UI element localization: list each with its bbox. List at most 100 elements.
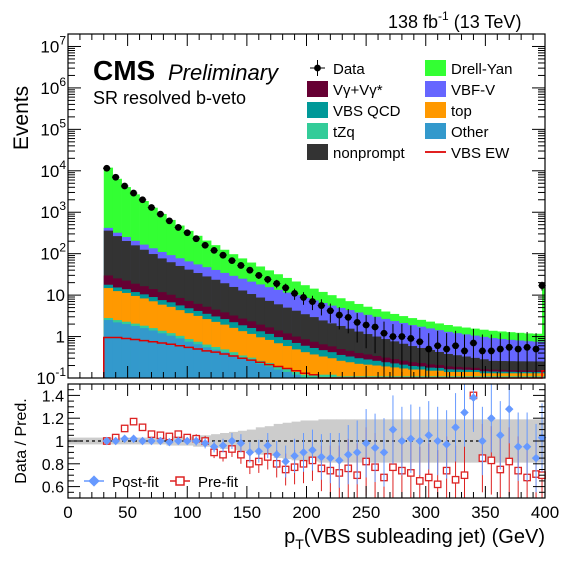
y-tick-label: 1 xyxy=(56,328,65,347)
stack-bar xyxy=(354,363,364,378)
postfit-point-marker xyxy=(415,436,425,446)
stack-bar xyxy=(336,360,346,378)
legend-swatch xyxy=(425,60,446,76)
postfit-point-marker xyxy=(326,453,335,463)
postfit-point xyxy=(281,445,290,478)
x-tick-label: 400 xyxy=(531,503,559,522)
data-point xyxy=(487,334,496,378)
stack-other xyxy=(103,320,301,378)
ratio-y-tick-label: 1 xyxy=(55,434,64,451)
stack-bar xyxy=(309,354,319,378)
data-marker xyxy=(318,302,325,309)
x-tick-label: 250 xyxy=(352,503,380,522)
stack-bar xyxy=(318,374,328,378)
postfit-point-marker xyxy=(138,436,147,446)
data-point xyxy=(264,275,272,284)
data-marker xyxy=(300,294,307,301)
stack-bar xyxy=(237,358,248,378)
postfit-point xyxy=(272,441,281,469)
stack-bar xyxy=(345,376,355,378)
data-point xyxy=(460,334,469,378)
data-marker xyxy=(246,266,254,274)
data-marker xyxy=(148,204,155,211)
y-tick-label: 10 xyxy=(46,286,65,305)
postfit-point-marker xyxy=(290,451,299,461)
prefit-point-marker xyxy=(389,463,397,472)
legend-swatch xyxy=(425,123,446,139)
data-point xyxy=(281,283,290,294)
data-point xyxy=(433,330,442,378)
stack-bar xyxy=(425,376,435,378)
stack-bar xyxy=(246,333,257,378)
y-tick-label: 104 xyxy=(40,158,66,181)
stack-bar xyxy=(130,325,140,378)
data-point xyxy=(523,331,531,378)
postfit-point xyxy=(361,409,371,478)
band-segment xyxy=(515,419,525,463)
stack-bar xyxy=(416,369,427,378)
stack-bar xyxy=(273,369,283,378)
legend-label: top xyxy=(451,103,472,120)
stack-bar xyxy=(282,371,292,378)
legend-swatch xyxy=(307,123,328,139)
postfit-point-marker xyxy=(281,457,290,466)
postfit-point xyxy=(129,434,138,443)
stack-bar xyxy=(264,366,275,378)
postfit-point-marker xyxy=(433,436,442,446)
band-segment xyxy=(381,419,391,463)
legend-entry-vbf-v: VBF-V xyxy=(425,81,495,99)
stack-bar xyxy=(533,376,543,378)
data-point xyxy=(201,241,209,249)
stack-bar xyxy=(363,376,373,378)
postfit-point xyxy=(326,433,335,484)
stack-bar xyxy=(327,374,337,378)
postfit-point xyxy=(263,433,272,459)
stack-bar xyxy=(497,376,507,378)
postfit-point xyxy=(442,410,451,479)
data-point xyxy=(505,331,513,378)
postfit-point-marker xyxy=(218,441,228,450)
stack-bar xyxy=(327,358,337,378)
lower-legend: Post-fit Pre-fit xyxy=(84,474,239,491)
data-marker xyxy=(309,298,316,305)
data-point xyxy=(398,324,406,378)
prefit-point xyxy=(120,424,129,433)
stack-bar xyxy=(318,356,328,378)
data-points xyxy=(103,164,546,378)
legend-marker xyxy=(314,64,321,72)
stack-bar xyxy=(228,354,239,378)
legend-entry-nonprompt: nonprompt xyxy=(307,144,406,162)
data-point xyxy=(451,330,460,378)
legend-label: Data xyxy=(333,61,365,78)
data-marker xyxy=(130,189,137,197)
stack-bar xyxy=(309,374,319,378)
data-marker xyxy=(443,345,451,353)
prefit-point-marker xyxy=(147,430,156,439)
data-point xyxy=(246,266,254,274)
stack-bar xyxy=(497,373,507,378)
postfit-point xyxy=(522,412,532,481)
band-segment xyxy=(246,429,257,453)
legend-label: tZq xyxy=(333,124,355,141)
data-marker xyxy=(398,333,406,340)
data-marker xyxy=(389,333,397,340)
data-point xyxy=(129,189,138,197)
data-point xyxy=(120,182,129,190)
data-marker xyxy=(157,210,164,218)
stack-bar xyxy=(336,376,346,378)
postfit-point-marker xyxy=(236,439,246,448)
postfit-point xyxy=(245,442,255,463)
postfit-point xyxy=(308,429,317,471)
postfit-point-marker xyxy=(317,452,326,462)
stack-bar xyxy=(443,371,453,378)
postfit-point xyxy=(236,434,246,453)
data-marker xyxy=(112,173,120,181)
data-marker xyxy=(273,280,281,287)
postfit-point xyxy=(183,436,192,446)
data-point xyxy=(362,315,370,349)
cms-label: CMS xyxy=(93,55,155,86)
data-point xyxy=(532,333,540,378)
data-marker xyxy=(139,196,146,204)
stack-bar xyxy=(506,373,516,378)
postfit-point-marker xyxy=(460,408,469,417)
